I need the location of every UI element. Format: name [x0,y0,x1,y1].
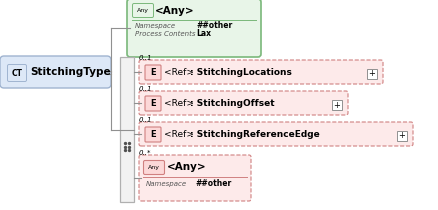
Text: Lax: Lax [195,29,211,38]
Text: 0..*: 0..* [139,150,151,156]
Text: <Ref>: <Ref> [164,68,194,77]
FancyBboxPatch shape [366,69,376,79]
Text: +: + [333,101,339,109]
Text: E: E [150,68,155,77]
Text: E: E [150,130,155,139]
FancyBboxPatch shape [145,127,161,142]
Text: Any: Any [148,165,159,170]
FancyBboxPatch shape [132,4,153,17]
Text: <Ref>: <Ref> [164,99,194,108]
Text: 0..1: 0..1 [139,55,152,61]
Text: : StitchingLocations: : StitchingLocations [190,68,291,77]
FancyBboxPatch shape [145,96,161,111]
FancyBboxPatch shape [127,0,261,57]
Text: <Any>: <Any> [155,5,194,16]
FancyBboxPatch shape [7,64,26,81]
Text: Process Contents: Process Contents [135,31,195,37]
FancyBboxPatch shape [139,122,412,146]
Text: 0..1: 0..1 [139,86,152,92]
Text: Namespace: Namespace [135,23,176,29]
Text: <Any>: <Any> [166,163,206,172]
Text: StitchingType: StitchingType [30,67,110,77]
FancyBboxPatch shape [139,60,382,84]
FancyBboxPatch shape [120,57,134,202]
Text: 0..1: 0..1 [139,117,152,123]
Text: E: E [150,99,155,108]
FancyBboxPatch shape [396,131,406,141]
FancyBboxPatch shape [139,91,347,115]
Text: +: + [398,131,405,140]
Text: : StitchingOffset: : StitchingOffset [190,99,274,108]
FancyBboxPatch shape [145,65,161,80]
Text: ##other: ##other [194,180,231,189]
Text: <Ref>: <Ref> [164,130,194,139]
Text: ##other: ##other [195,21,232,30]
Text: : StitchingReferenceEdge: : StitchingReferenceEdge [190,130,319,139]
Text: CT: CT [11,68,22,77]
Text: +: + [368,70,374,79]
FancyBboxPatch shape [143,160,164,175]
FancyBboxPatch shape [139,155,251,201]
FancyBboxPatch shape [331,100,341,110]
Text: Any: Any [137,8,148,13]
FancyBboxPatch shape [0,56,111,88]
Text: Namespace: Namespace [146,181,187,187]
